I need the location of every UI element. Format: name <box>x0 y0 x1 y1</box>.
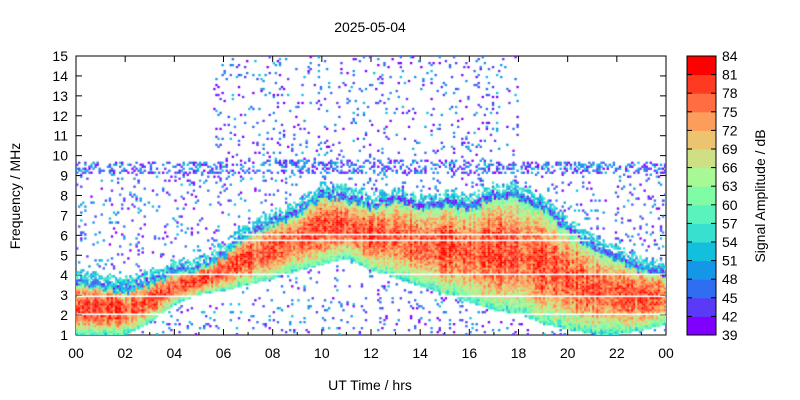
x-tick-label: 18 <box>511 345 527 361</box>
x-tick-label: 22 <box>609 345 625 361</box>
y-tick-label: 9 <box>60 168 68 184</box>
colorbar-tick-label: 57 <box>722 215 738 231</box>
y-tick-label: 1 <box>60 327 68 343</box>
y-tick-label: 13 <box>52 88 68 104</box>
x-tick-label: 20 <box>560 345 576 361</box>
colorbar-tick-label: 39 <box>722 327 738 343</box>
y-tick-label: 5 <box>60 247 68 263</box>
colorbar-swatch <box>687 167 716 187</box>
y-tick-label: 3 <box>60 287 68 303</box>
colorbar-swatch <box>687 149 716 169</box>
x-tick-label: 10 <box>314 345 330 361</box>
colorbar-tick-label: 72 <box>722 122 738 138</box>
colorbar-swatch <box>687 93 716 113</box>
colorbar-tick-label: 51 <box>722 253 738 269</box>
y-tick-label: 14 <box>52 68 68 84</box>
chart-title: 2025-05-04 <box>334 19 406 35</box>
colorbar-tick-label: 66 <box>722 160 738 176</box>
y-tick-label: 2 <box>60 307 68 323</box>
x-tick-label: 02 <box>117 345 133 361</box>
y-tick-label: 8 <box>60 188 68 204</box>
x-tick-label: 00 <box>658 345 674 361</box>
colorbar-swatch <box>687 204 716 224</box>
x-tick-label: 08 <box>265 345 281 361</box>
x-tick-label: 04 <box>167 345 183 361</box>
colorbar-tick-label: 45 <box>722 290 738 306</box>
colorbar-frame <box>686 55 717 336</box>
colorbar-tick-label: 54 <box>722 234 738 250</box>
y-tick-label: 10 <box>52 148 68 164</box>
x-tick-label: 06 <box>216 345 232 361</box>
y-tick-label: 6 <box>60 227 68 243</box>
y-tick-label: 7 <box>60 207 68 223</box>
colorbar-tick-label: 84 <box>722 48 738 64</box>
x-axis-label: UT Time / hrs <box>328 377 412 393</box>
x-tick-label: 14 <box>412 345 428 361</box>
colorbar-swatch <box>687 56 716 76</box>
y-tick-label: 4 <box>60 267 68 283</box>
spectrogram-heatmap <box>76 56 666 335</box>
colorbar-tick-label: 60 <box>722 197 738 213</box>
x-tick-label: 12 <box>363 345 379 361</box>
colorbar-swatch <box>687 223 716 243</box>
colorbar-swatch <box>687 242 716 262</box>
colorbar-tick-label: 48 <box>722 271 738 287</box>
y-tick-label: 15 <box>52 48 68 64</box>
colorbar-label: Signal Amplitude / dB <box>752 129 768 262</box>
y-tick-label: 11 <box>53 128 68 144</box>
colorbar: 39 42 45 48 51 54 57 60 63 66 69 72 75 78 81 84 <box>686 48 738 343</box>
colorbar-swatch <box>687 74 716 94</box>
colorbar-tick-label: 78 <box>722 85 738 101</box>
x-tick-label: 00 <box>68 345 84 361</box>
colorbar-swatch <box>687 111 716 131</box>
colorbar-tick-label: 75 <box>722 104 738 120</box>
colorbar-swatch <box>687 130 716 150</box>
colorbar-tick-label: 81 <box>722 67 738 83</box>
colorbar-tick-label: 63 <box>722 178 738 194</box>
colorbar-swatch <box>687 316 716 336</box>
colorbar-swatch <box>687 186 716 206</box>
y-axis-label: Frequency / MHz <box>7 143 23 250</box>
y-tick-label: 12 <box>52 108 68 124</box>
colorbar-swatch <box>687 279 716 299</box>
colorbar-swatch <box>687 260 716 280</box>
colorbar-tick-label: 69 <box>722 141 738 157</box>
colorbar-tick-label: 42 <box>722 308 738 324</box>
x-tick-label: 16 <box>462 345 478 361</box>
colorbar-swatch <box>687 297 716 317</box>
